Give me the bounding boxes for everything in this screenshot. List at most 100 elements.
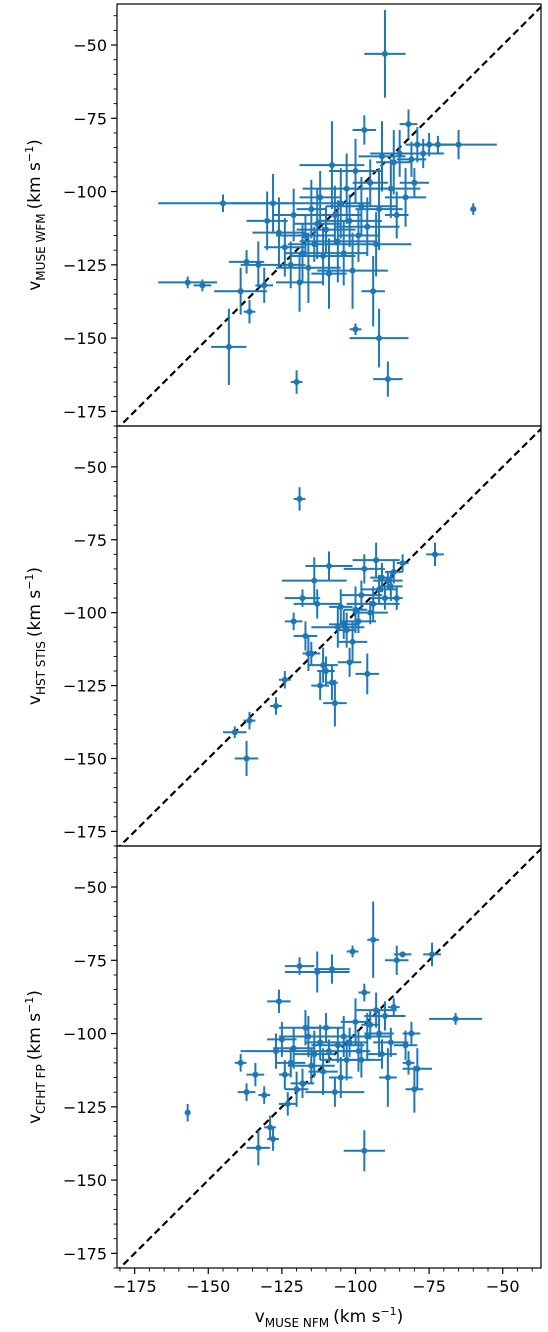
data-marker — [402, 194, 409, 201]
data-marker — [364, 1033, 371, 1040]
data-marker — [373, 1007, 380, 1014]
data-marker — [352, 606, 359, 613]
data-point — [308, 1048, 338, 1096]
data-marker — [246, 717, 253, 724]
data-point — [349, 323, 362, 336]
y-tick-label: −175 — [63, 1244, 107, 1263]
plot-area-cfht-fp — [118, 847, 541, 1268]
data-marker — [328, 162, 335, 169]
data-marker — [311, 577, 318, 584]
data-marker — [393, 212, 400, 218]
data-marker — [290, 212, 297, 218]
y-tick-label: −50 — [73, 878, 107, 897]
data-marker — [273, 1048, 279, 1055]
data-marker — [376, 206, 383, 213]
data-point — [311, 238, 347, 309]
data-marker — [349, 948, 356, 955]
data-marker — [270, 1136, 277, 1143]
data-marker — [411, 1086, 418, 1093]
data-marker — [361, 127, 368, 134]
data-marker — [320, 1068, 327, 1075]
data-point — [246, 1130, 271, 1166]
data-point — [379, 571, 403, 601]
data-marker — [243, 755, 250, 762]
data-marker — [326, 563, 332, 569]
y-tick-label: −100 — [63, 183, 107, 202]
data-marker — [311, 1051, 318, 1058]
data-marker — [299, 1080, 306, 1087]
data-point — [352, 542, 400, 578]
data-marker — [220, 200, 226, 207]
data-point — [267, 989, 291, 1014]
data-marker — [381, 595, 388, 602]
panel-hst-stis: −175 −150 −125 −100 −75 −50 vHST STIS(km s−1) — [23, 425, 542, 847]
y-tick-label: −150 — [63, 329, 107, 348]
data-point — [299, 121, 365, 210]
data-marker — [296, 495, 303, 502]
data-marker — [337, 200, 344, 207]
data-marker — [408, 156, 415, 163]
data-marker — [340, 250, 347, 257]
data-marker — [314, 600, 321, 607]
data-marker — [184, 1109, 191, 1116]
data-point — [276, 1048, 306, 1078]
y-axis-ticks: −175 −150 −125 −100 −75 −50 — [63, 437, 117, 847]
data-marker — [326, 270, 332, 277]
data-marker — [364, 670, 371, 677]
data-marker — [264, 217, 271, 224]
data-point — [231, 173, 315, 233]
data-point — [358, 121, 406, 192]
y-tick-label: −100 — [63, 1025, 107, 1044]
data-marker — [384, 1074, 391, 1081]
data-point — [305, 1077, 365, 1107]
data-point — [352, 115, 377, 145]
data-point — [243, 711, 256, 730]
data-point — [343, 1130, 385, 1172]
data-point — [361, 256, 385, 327]
data-marker — [390, 159, 397, 166]
data-point — [317, 194, 382, 248]
data-marker — [299, 250, 306, 257]
data-point — [284, 589, 321, 607]
data-point — [246, 1062, 265, 1087]
data-point — [384, 945, 409, 975]
data-point — [184, 1103, 191, 1122]
data-point — [429, 1013, 483, 1025]
data-point — [393, 951, 412, 958]
data-point — [240, 241, 276, 289]
data-marker — [184, 279, 191, 286]
data-marker — [379, 574, 385, 581]
data-marker — [387, 583, 394, 590]
data-point — [293, 589, 341, 619]
data-point — [284, 951, 350, 993]
data-marker — [352, 168, 359, 175]
data-point — [290, 370, 303, 394]
panel-cfht-fp: −175−150−125−100−75−50 −175 −150 −125 −100−… — [23, 845, 542, 1330]
data-point — [211, 308, 247, 385]
data-marker — [390, 1004, 397, 1011]
data-point — [396, 554, 409, 572]
axes-frame — [116, 845, 542, 1269]
data-marker — [384, 577, 391, 584]
data-marker — [405, 1059, 412, 1066]
y-tick-label: −50 — [73, 458, 107, 477]
data-marker — [381, 50, 388, 57]
data-marker — [370, 936, 377, 943]
data-marker — [323, 1024, 330, 1031]
data-point — [390, 586, 403, 610]
data-point — [193, 279, 212, 292]
data-point — [337, 621, 368, 663]
data-marker — [405, 121, 412, 128]
data-marker — [287, 261, 294, 268]
data-point — [293, 188, 341, 259]
data-point — [402, 1051, 415, 1075]
data-marker — [255, 1144, 262, 1151]
data-marker — [293, 379, 300, 386]
data-marker — [370, 288, 377, 295]
data-marker — [337, 603, 344, 610]
data-marker — [237, 1059, 244, 1066]
data-marker — [331, 700, 338, 707]
data-point — [337, 647, 362, 677]
y-tick-label: −75 — [73, 951, 107, 970]
data-marker — [337, 1074, 344, 1081]
